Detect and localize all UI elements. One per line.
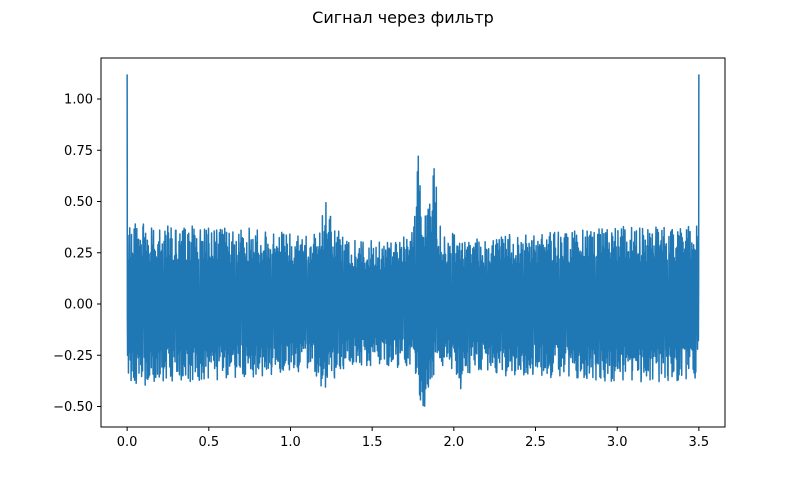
x-tick-label: 2.5 — [525, 435, 546, 450]
y-tick-label: 1.00 — [64, 93, 93, 108]
x-tick-label: 1.5 — [362, 435, 383, 450]
plot-area — [126, 74, 700, 407]
y-tick-label: 0.25 — [64, 246, 93, 261]
x-tick-label: 2.0 — [443, 435, 464, 450]
chart-title: Сигнал через фильтр — [312, 8, 494, 27]
x-tick-label: 0.5 — [198, 435, 219, 450]
y-tick-label: −0.25 — [53, 349, 93, 364]
axes-frame — [100, 57, 726, 428]
series-line — [126, 74, 700, 407]
y-tick-label: 0.50 — [64, 195, 93, 210]
x-axis: 0.0 0.5 1.0 1.5 2.0 2.5 3.0 3.5 — [117, 427, 709, 450]
x-tick-label: 1.0 — [280, 435, 301, 450]
y-tick-label: 0.75 — [64, 144, 93, 159]
x-tick-label: 0.0 — [117, 435, 138, 450]
y-tick-label: −0.50 — [53, 400, 93, 415]
y-tick-label: 0.00 — [64, 298, 93, 313]
y-axis: −0.50 −0.25 0.00 0.25 0.50 0.75 1.00 — [53, 93, 101, 415]
x-tick-label: 3.5 — [689, 435, 710, 450]
x-tick-label: 3.0 — [607, 435, 628, 450]
